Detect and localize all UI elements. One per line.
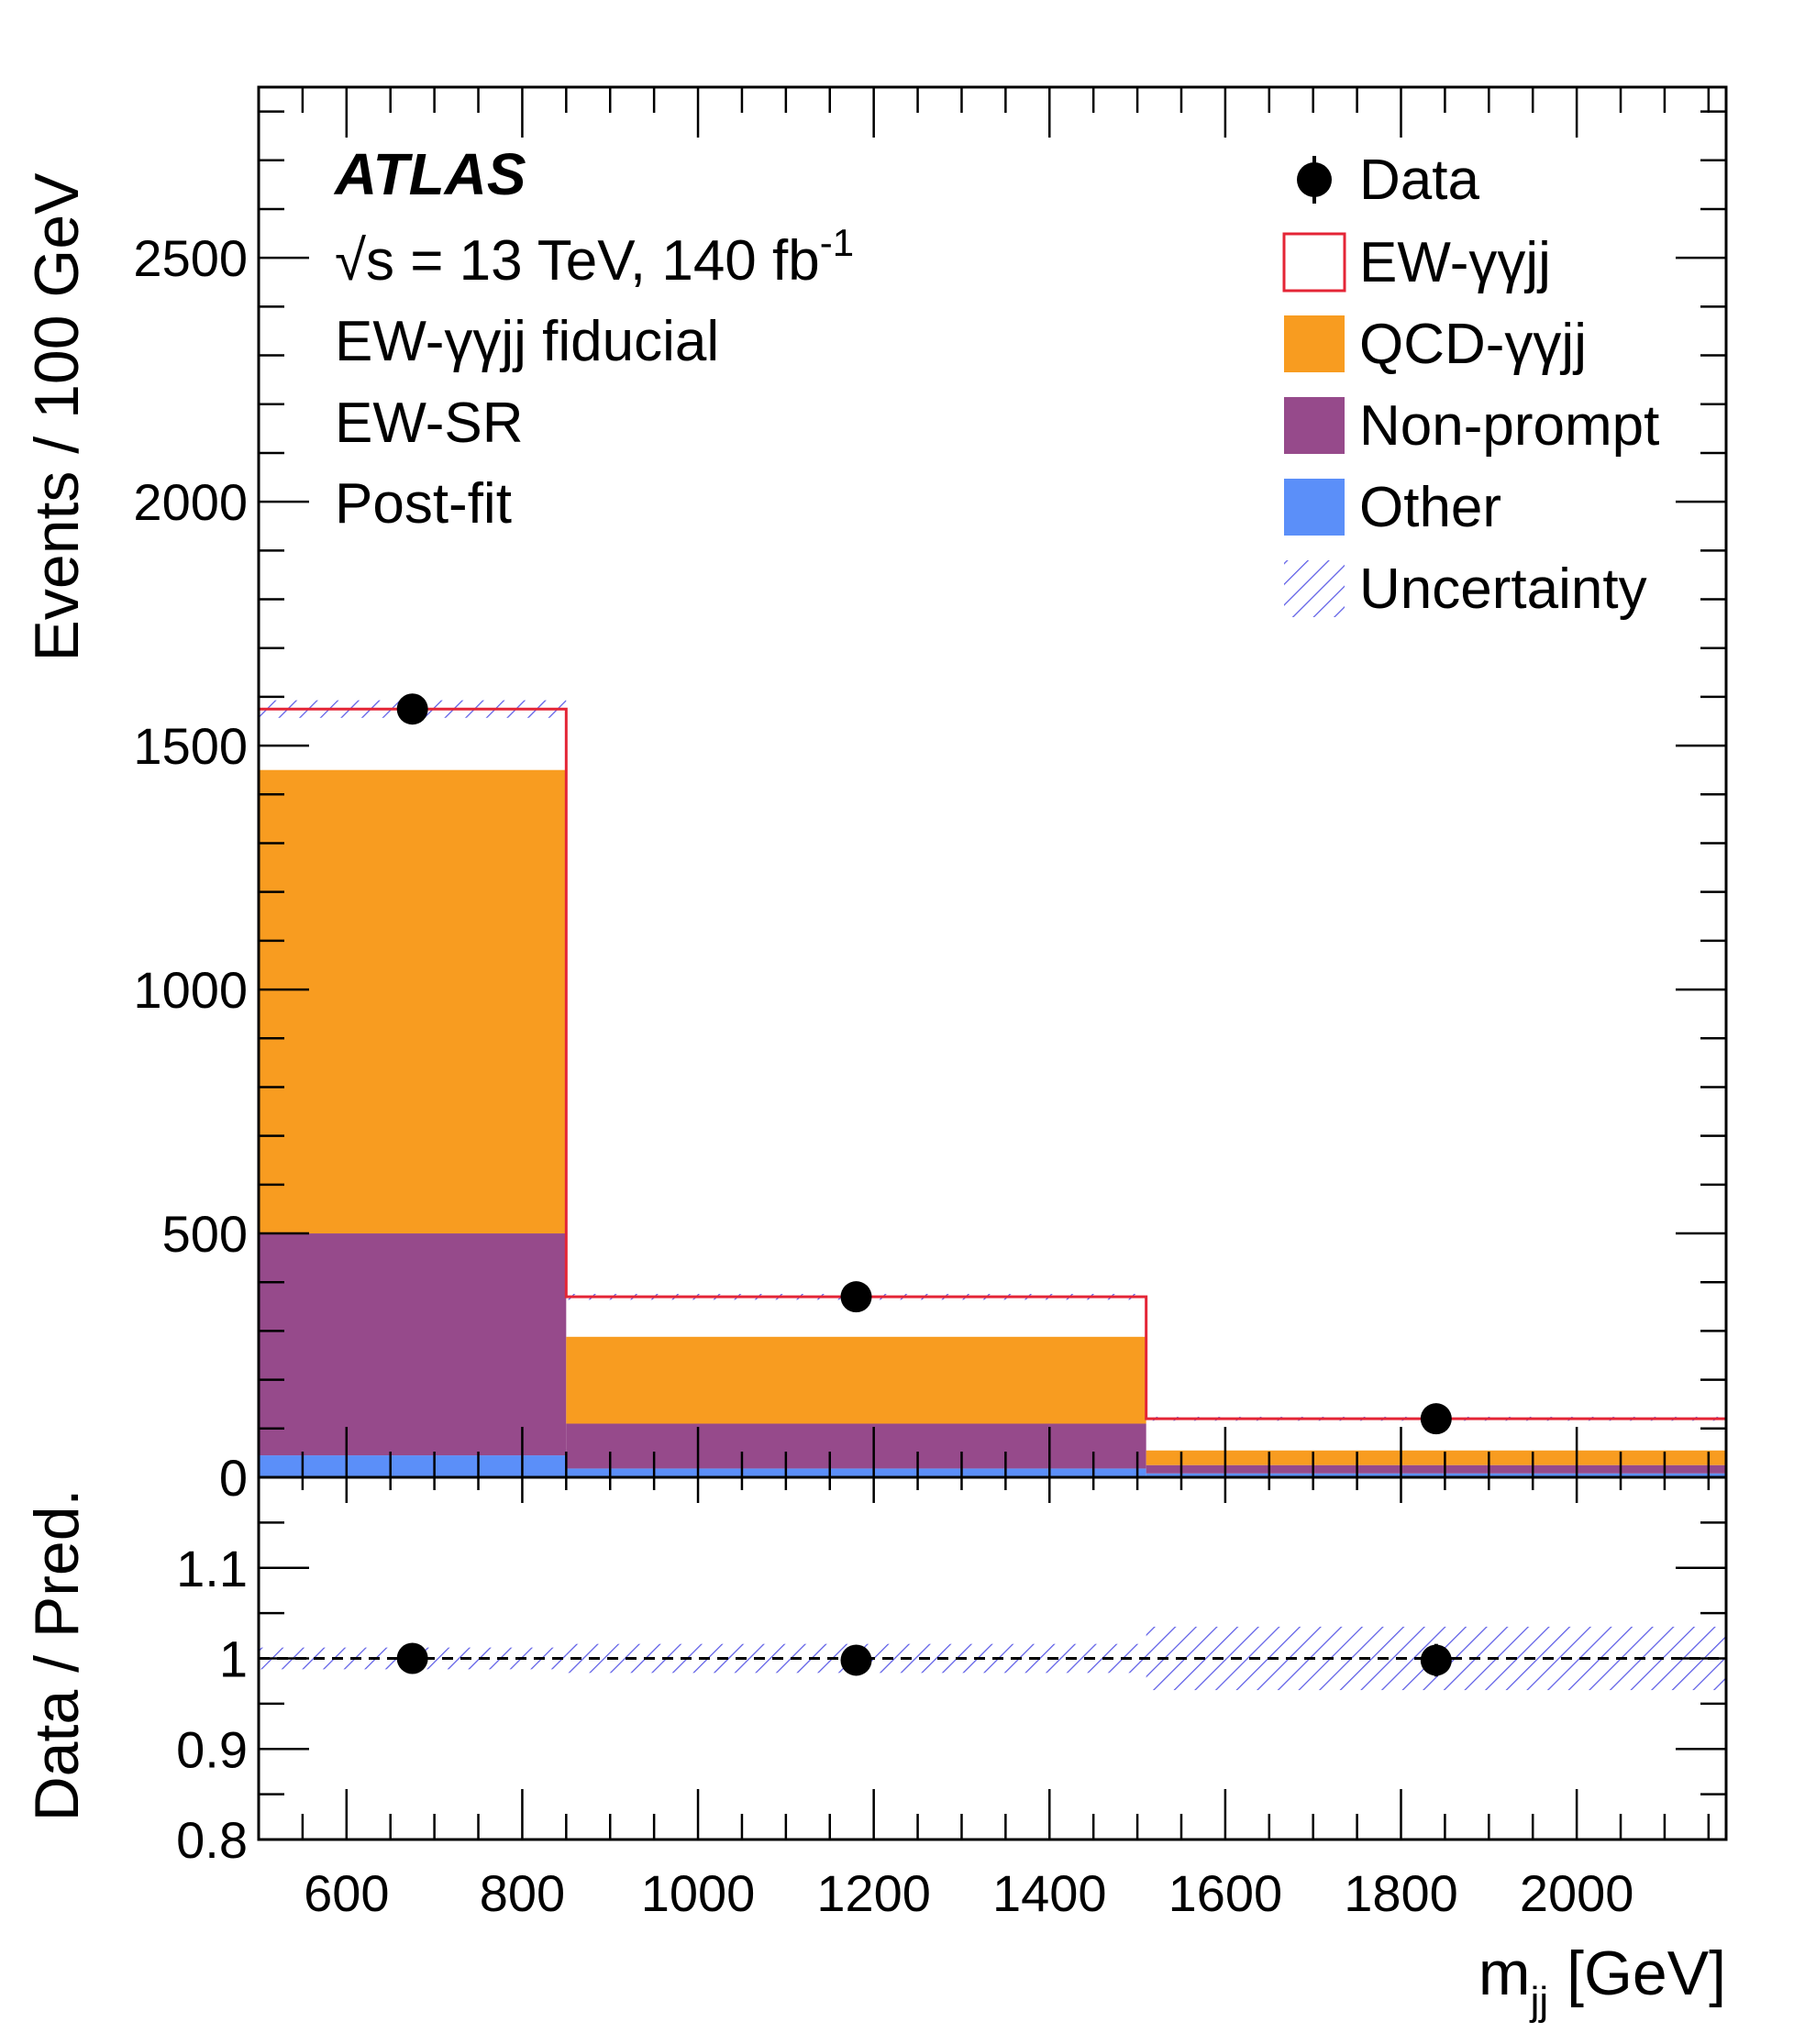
bar-other-0 xyxy=(259,1455,567,1477)
bar-other-2 xyxy=(1146,1473,1726,1477)
legend-label-ew: EW-γγjj xyxy=(1359,231,1551,294)
x-tick-label-2000: 2000 xyxy=(1520,1864,1634,1922)
legend-entry-qcd: QCD-γγjj xyxy=(1284,313,1587,376)
ratio-y-tick-label-1.1: 1.1 xyxy=(176,1540,248,1597)
data-point-2 xyxy=(1420,1403,1452,1435)
data-point-0 xyxy=(396,693,428,725)
main-axis-ticks xyxy=(257,87,1726,1479)
bar-other-1 xyxy=(566,1468,1146,1477)
x-tick-labels: 600 800 1000 1200 1400 1600 1800 2000 xyxy=(304,1864,1633,1922)
legend: Data EW-γγjj QCD-γγjj Non-prompt Other U… xyxy=(1282,149,1659,621)
bar-qcdjj-1 xyxy=(566,1336,1146,1424)
legend-label-uncertainty: Uncertainty xyxy=(1359,558,1647,621)
ratio-axis-ticks xyxy=(257,1475,1726,1841)
x-tick-label-600: 600 xyxy=(304,1864,389,1922)
bar-qcdjj-0 xyxy=(259,769,567,1234)
x-axis-title-main: m xyxy=(1478,1939,1531,2008)
main-stack-bars xyxy=(259,769,1726,1477)
main-y-tick-label-2500: 2500 xyxy=(133,229,248,287)
main-y-tick-label-1500: 1500 xyxy=(133,717,248,775)
x-axis-title-sub: jj xyxy=(1529,1979,1549,2024)
bar-nonprompt-2 xyxy=(1146,1464,1726,1474)
main-data-points xyxy=(396,693,1452,1435)
x-tick-label-1600: 1600 xyxy=(1168,1864,1283,1922)
ratio-data-points xyxy=(396,1642,1452,1677)
main-y-axis-title: Events / 100 GeV xyxy=(22,172,92,662)
x-tick-label-800: 800 xyxy=(480,1864,565,1922)
main-y-tick-label-0: 0 xyxy=(219,1449,248,1507)
main-y-tick-label-1000: 1000 xyxy=(133,961,248,1019)
x-axis-title: mjj [GeV] xyxy=(1478,1939,1726,2024)
x-tick-label-1400: 1400 xyxy=(992,1864,1107,1922)
atlas-label: ATLAS xyxy=(333,141,526,207)
ratio-y-tick-label-1: 1 xyxy=(219,1630,248,1688)
ratio-y-tick-labels: 0.8 0.9 1 1.1 xyxy=(176,1540,248,1869)
ratio-point-0 xyxy=(396,1642,428,1674)
ratio-point-2 xyxy=(1420,1644,1452,1676)
legend-entry-uncertainty: Uncertainty xyxy=(1284,558,1647,621)
bar-qcdjj-2 xyxy=(1146,1450,1726,1465)
data-point-1 xyxy=(840,1281,872,1313)
energy-lumi-text: √s = 13 TeV, 140 fb xyxy=(335,229,820,293)
legend-entry-data: Data xyxy=(1297,149,1479,212)
x-tick-label-1200: 1200 xyxy=(816,1864,931,1922)
x-tick-label-1000: 1000 xyxy=(641,1864,756,1922)
ratio-y-tick-label-0.8: 0.8 xyxy=(176,1811,248,1869)
lumi-exponent: -1 xyxy=(820,221,854,264)
ratio-point-1 xyxy=(840,1644,872,1676)
main-y-tick-labels: 0 500 1000 1500 2000 2500 xyxy=(133,229,248,1507)
legend-entry-other: Other xyxy=(1284,476,1501,539)
legend-label-data: Data xyxy=(1359,149,1479,212)
ratio-y-tick-label-0.9: 0.9 xyxy=(176,1720,248,1778)
legend-label-other: Other xyxy=(1359,476,1501,539)
ratio-y-axis-title: Data / Pred. xyxy=(22,1489,92,1822)
legend-entry-nonprompt: Non-prompt xyxy=(1284,394,1659,458)
x-axis-title-unit: [GeV] xyxy=(1567,1939,1726,2008)
fiducial-label: EW-γγjj fiducial xyxy=(335,310,719,373)
bar-nonprompt-0 xyxy=(259,1233,567,1456)
energy-lumi-label: √s = 13 TeV, 140 fb-1 xyxy=(335,221,854,293)
main-y-tick-label-2000: 2000 xyxy=(133,473,248,531)
legend-label-qcd: QCD-γγjj xyxy=(1359,313,1587,376)
main-y-tick-label-500: 500 xyxy=(162,1205,248,1263)
legend-entry-ew: EW-γγjj xyxy=(1282,231,1551,294)
x-tick-label-1800: 1800 xyxy=(1344,1864,1458,1922)
postfit-label: Post-fit xyxy=(335,472,512,536)
region-label: EW-SR xyxy=(335,392,524,455)
legend-label-nonprompt: Non-prompt xyxy=(1359,394,1659,458)
